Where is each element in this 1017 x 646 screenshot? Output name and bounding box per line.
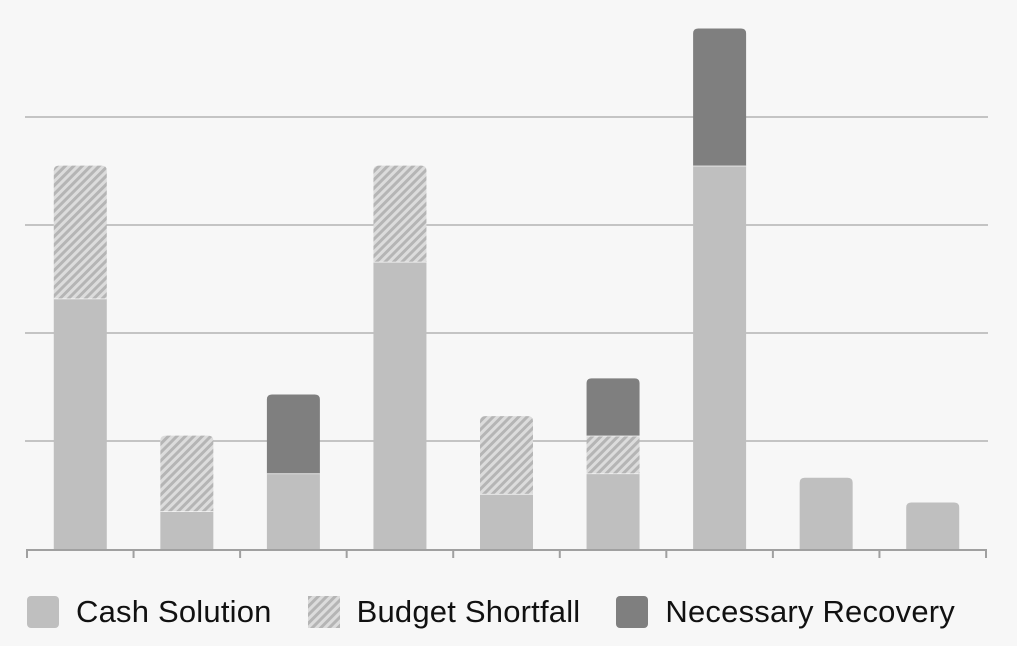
bar-segment-budget-shortfall	[586, 435, 640, 474]
bar-segment-necessary-recovery	[693, 28, 747, 166]
bar-segment-cash-solution	[266, 473, 320, 549]
legend-item-cash-solution[interactable]: Cash Solution	[27, 594, 272, 630]
bar-segment-cash-solution	[53, 298, 107, 549]
legend-item-budget-shortfall[interactable]: Budget Shortfall	[307, 594, 581, 630]
x-axis	[26, 549, 987, 558]
bar-segment-necessary-recovery	[586, 378, 640, 436]
legend: Cash Solution Budget Shortfall Necessary…	[27, 590, 991, 634]
bars	[53, 28, 960, 549]
bar-segment-necessary-recovery	[266, 394, 320, 474]
bar-segment-cash-solution	[586, 473, 640, 549]
bar-segment-budget-shortfall	[373, 165, 427, 262]
swatch-solid-light-icon	[27, 596, 59, 628]
bar-segment-cash-solution	[480, 493, 533, 549]
legend-label: Budget Shortfall	[356, 594, 581, 629]
swatch-hatched-icon	[307, 596, 340, 628]
gridlines	[25, 116, 988, 442]
bar-segment-budget-shortfall	[53, 165, 107, 299]
bar-segment-cash-solution	[373, 261, 427, 549]
legend-label: Cash Solution	[76, 594, 272, 629]
legend-item-necessary-recovery[interactable]: Necessary Recovery	[616, 594, 955, 630]
bar-segment-cash-solution	[799, 477, 853, 549]
legend-label: Necessary Recovery	[665, 594, 955, 629]
bar-segment-budget-shortfall	[480, 416, 533, 494]
bar-segment-cash-solution	[906, 502, 960, 549]
bar-segment-cash-solution	[693, 165, 747, 549]
swatch-solid-dark-icon	[616, 596, 649, 628]
bar-segment-budget-shortfall	[160, 435, 214, 512]
bar-segment-cash-solution	[160, 511, 214, 549]
